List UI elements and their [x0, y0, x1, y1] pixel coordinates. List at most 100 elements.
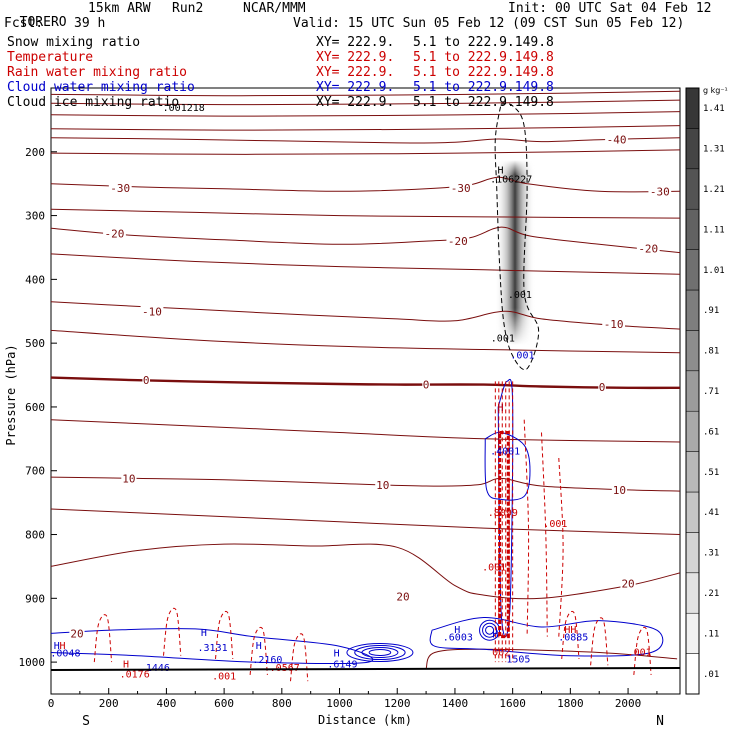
- isotherm-label: 10: [122, 472, 135, 485]
- isotherm-label-bg: [605, 133, 628, 145]
- colorbar-swatch: [685, 612, 700, 654]
- isotherm-label-bg: [108, 182, 132, 194]
- isotherm-label: 10: [613, 484, 626, 497]
- isotherm-label-bg: [69, 627, 85, 639]
- y-tick-label: 300: [25, 210, 45, 223]
- field-range: 5.1 to 222.9.149.8: [413, 35, 554, 50]
- contour-annotation: .001: [491, 333, 515, 344]
- contour-annotation: .001: [510, 351, 534, 362]
- run-label: Run2: [172, 1, 204, 16]
- contour-annotation: .106227: [490, 175, 532, 186]
- colorbar-label: .31: [703, 549, 719, 559]
- colorbar-label: .61: [703, 427, 719, 437]
- cloud-water-contour: [429, 616, 664, 657]
- colorbar-swatch: [685, 208, 700, 250]
- x-tick-label: 600: [214, 697, 234, 710]
- y-tick-label: 500: [25, 337, 45, 350]
- contour-annotation: H: [60, 641, 66, 652]
- isotherm-label: -30: [451, 182, 471, 195]
- contour-annotation: H: [123, 659, 129, 670]
- plot-frame: [50, 87, 681, 695]
- contour-annotation: .001: [628, 647, 652, 658]
- field-name: Temperature: [7, 50, 94, 65]
- isotherm-label: -30: [110, 182, 130, 195]
- isotherm-label: -20: [448, 235, 468, 248]
- colorbar-label: .01: [703, 670, 719, 680]
- field-xy: XY= 222.9.: [316, 35, 395, 50]
- contour-annotation: .0176: [120, 670, 150, 681]
- isotherm-line: [425, 648, 678, 669]
- isotherm-label-bg: [140, 305, 164, 317]
- cloud-water-contour: [354, 645, 406, 661]
- colorbar-swatch: [685, 330, 700, 372]
- x-tick-label: 1200: [384, 697, 411, 710]
- cloud-water-contour: [346, 643, 414, 663]
- field-xy: XY= 222.9.: [316, 50, 395, 65]
- contour-annotation: .001: [543, 519, 567, 530]
- org-label: NCAR/MMM: [243, 1, 306, 16]
- field-range: 5.1 to 222.9.149.8: [413, 80, 554, 95]
- colorbar-swatch: [685, 653, 700, 695]
- colorbar: .01 .11 .21 .31 .41 .51 .61 .71 .81 .91 1.01 1.11 1.…: [685, 87, 725, 695]
- contour-annotation: HH: [564, 625, 576, 636]
- contour-annotation: 002: [492, 647, 510, 658]
- colorbar-label: 1.41: [703, 104, 725, 114]
- isotherm-line: [51, 543, 680, 600]
- fcst-value: 39 h: [74, 16, 106, 31]
- cloud-water-contour: [368, 649, 392, 657]
- colorbar-swatch: [685, 451, 700, 493]
- contour-annotation: .0048: [50, 649, 80, 660]
- cloud-water-contour: [482, 622, 498, 638]
- y-axis-title: Pressure (hPa): [4, 344, 18, 445]
- x-tick-label: 1400: [442, 697, 469, 710]
- isotherm-line: [51, 226, 680, 254]
- isotherm-label: 0: [599, 381, 606, 394]
- colorbar-label: .21: [703, 589, 719, 599]
- colorbar-swatch: [685, 128, 700, 170]
- snow-plume-shading: [495, 160, 535, 345]
- colorbar-label: 1.21: [703, 185, 725, 195]
- y-tick-label: 800: [25, 529, 45, 542]
- isotherm-line: [51, 419, 680, 443]
- cloud-ice-contour: [494, 103, 540, 371]
- contour-annotation: H: [334, 649, 340, 660]
- x-tick-label: 400: [156, 697, 176, 710]
- init-time: Init: 00 UTC Sat 04 Feb 12: [508, 1, 712, 16]
- colorbar-label: .41: [703, 508, 719, 518]
- y-tick-label: 600: [25, 401, 45, 414]
- colorbar-swatch: [685, 370, 700, 412]
- x-tick-label: 1800: [557, 697, 584, 710]
- colorbar-frame: [685, 87, 700, 695]
- colorbar-label: 1.11: [703, 225, 725, 235]
- isotherm-label: -20: [105, 227, 125, 240]
- cloud-water-contour: [51, 628, 374, 665]
- y-tick-label: 900: [25, 592, 45, 605]
- isotherm-label-bg: [449, 182, 473, 194]
- isotherm-label-bg: [395, 590, 411, 602]
- field-name: Snow mixing ratio: [7, 35, 141, 50]
- contour-annotation: H: [256, 641, 262, 652]
- model-name: TORERO: [19, 15, 67, 30]
- y-tick-label: 1000: [19, 656, 46, 669]
- isotherm-label-bg: [446, 235, 470, 247]
- contour-annotation: .2160: [252, 655, 282, 666]
- cloud-water-contour: [485, 625, 495, 635]
- isotherm-line: [51, 208, 680, 219]
- contour-annotation: .3131: [198, 643, 228, 654]
- colorbar-swatch: [685, 491, 700, 533]
- isotherm-label-bg: [602, 318, 626, 330]
- contour-annotation: .0885: [558, 633, 588, 644]
- contour-annotation: .6003: [443, 633, 473, 644]
- rain-water-contour: [523, 419, 530, 637]
- y-tick-label: 400: [25, 273, 45, 286]
- isotherm-label: 20: [621, 578, 634, 591]
- rain-water-core: [498, 430, 510, 639]
- isotherm-label-bg: [620, 577, 636, 589]
- contour-annotation: .4001: [490, 446, 520, 457]
- contour-annotation: .6149: [327, 659, 357, 670]
- colorbar-label: .11: [703, 629, 719, 639]
- colorbar-swatch: [685, 249, 700, 291]
- x-tick-label: 800: [272, 697, 292, 710]
- field-range: 5.1 to 222.9.149.8: [413, 95, 554, 110]
